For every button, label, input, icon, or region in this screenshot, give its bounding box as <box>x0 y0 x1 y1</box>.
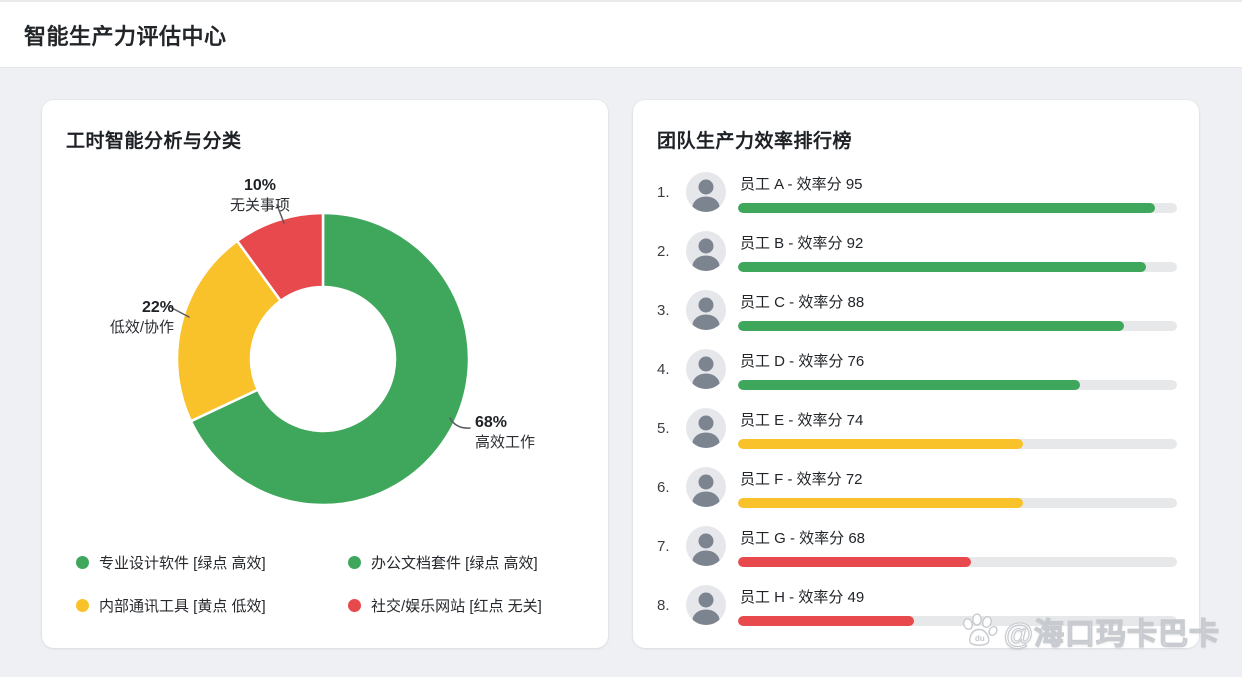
score-bar-track <box>738 439 1177 449</box>
score-bar-fill <box>738 498 1024 508</box>
donut-slice-低效/协作 <box>175 239 283 423</box>
legend-label: 社交/娱乐网站 [红点 无关] <box>371 598 542 615</box>
score-bar-fill <box>738 203 1156 213</box>
score-bar-fill <box>738 616 914 626</box>
rank-number: 3. <box>657 302 670 319</box>
donut-slice-无关事项 <box>235 211 325 303</box>
score-bar-track <box>738 380 1177 390</box>
person-icon <box>692 179 720 212</box>
person-icon <box>692 533 720 566</box>
legend-label: 内部通讯工具 [黄点 低效] <box>99 598 266 615</box>
ranking-row: 4. 员工 D - 效率分 76 <box>657 349 1177 408</box>
person-icon <box>692 297 720 330</box>
card-efficiency-ranking: 团队生产力效率排行榜 1. 员工 A - 效率分 95 2. 员工 B - 效率分 9… <box>633 100 1199 648</box>
legend-item: 专业设计软件 [绿点 高效] <box>76 552 348 573</box>
legend-item: 内部通讯工具 [黄点 低效] <box>76 595 348 616</box>
card-title-work-analysis: 工时智能分析与分类 <box>66 131 242 152</box>
ranking-row: 1. 员工 A - 效率分 95 <box>657 172 1177 231</box>
rank-number: 5. <box>657 420 670 437</box>
score-bar-fill <box>738 262 1147 272</box>
person-icon <box>692 415 720 448</box>
score-bar-fill <box>738 439 1024 449</box>
legend-dot-icon <box>348 556 361 569</box>
employee-score-label: 员工 H - 效率分 49 <box>740 589 865 606</box>
rank-number: 8. <box>657 597 670 614</box>
donut-label-inefficient-pct: 22% <box>141 299 174 316</box>
score-bar-fill <box>738 321 1125 331</box>
score-bar-track <box>738 616 1177 626</box>
avatar <box>686 467 726 507</box>
avatar <box>686 290 726 330</box>
ranking-row: 6. 员工 F - 效率分 72 <box>657 467 1177 526</box>
rank-number: 7. <box>657 538 670 555</box>
avatar <box>686 585 726 625</box>
employee-score-label: 员工 G - 效率分 68 <box>740 530 866 547</box>
donut-label-irrelevant: 10% 无关事项 <box>205 176 315 216</box>
donut-label-inefficient: 22% 低效/协作 <box>62 298 174 338</box>
legend-item: 办公文档套件 [绿点 高效] <box>348 552 588 573</box>
ranking-row: 8. 员工 H - 效率分 49 <box>657 585 1177 644</box>
ranking-row: 5. 员工 E - 效率分 74 <box>657 408 1177 467</box>
avatar <box>686 172 726 212</box>
legend-label: 办公文档套件 [绿点 高效] <box>371 555 538 572</box>
donut-label-efficient-pct: 68% <box>475 414 508 431</box>
legend-label: 专业设计软件 [绿点 高效] <box>99 555 266 572</box>
ranking-row: 2. 员工 B - 效率分 92 <box>657 231 1177 290</box>
ranking-row: 3. 员工 C - 效率分 88 <box>657 290 1177 349</box>
person-icon <box>692 592 720 625</box>
score-bar-fill <box>738 380 1081 390</box>
person-icon <box>692 474 720 507</box>
page-title: 智能生产力评估中心 <box>24 23 227 49</box>
donut-slice-高效工作 <box>189 211 471 507</box>
donut-label-irrelevant-name: 无关事项 <box>229 197 290 214</box>
ranking-row: 7. 员工 G - 效率分 68 <box>657 526 1177 585</box>
ranking-list: 1. 员工 A - 效率分 95 2. 员工 B - 效率分 92 3. 员工 C - 效… <box>657 172 1177 644</box>
employee-score-label: 员工 B - 效率分 92 <box>740 235 864 252</box>
donut-chart <box>175 211 471 507</box>
avatar <box>686 526 726 566</box>
legend-dot-icon <box>76 599 89 612</box>
app-header: 智能生产力评估中心 <box>0 0 1242 68</box>
employee-score-label: 员工 E - 效率分 74 <box>740 412 864 429</box>
score-bar-fill <box>738 557 971 567</box>
legend-item: 社交/娱乐网站 [红点 无关] <box>348 595 588 616</box>
legend-dot-icon <box>76 556 89 569</box>
person-icon <box>692 238 720 271</box>
score-bar-track <box>738 262 1177 272</box>
legend-dot-icon <box>348 599 361 612</box>
donut-label-inefficient-name: 低效/协作 <box>109 319 174 336</box>
person-icon <box>692 356 720 389</box>
donut-label-efficient: 68% 高效工作 <box>475 413 535 453</box>
rank-number: 6. <box>657 479 670 496</box>
avatar <box>686 231 726 271</box>
score-bar-track <box>738 557 1177 567</box>
card-title-efficiency-ranking: 团队生产力效率排行榜 <box>657 131 853 152</box>
employee-score-label: 员工 F - 效率分 72 <box>740 471 863 488</box>
score-bar-track <box>738 321 1177 331</box>
score-bar-track <box>738 203 1177 213</box>
donut-label-irrelevant-pct: 10% <box>243 177 277 194</box>
rank-number: 4. <box>657 361 670 378</box>
rank-number: 2. <box>657 243 670 260</box>
avatar <box>686 408 726 448</box>
employee-score-label: 员工 C - 效率分 88 <box>740 294 865 311</box>
employee-score-label: 员工 A - 效率分 95 <box>740 176 863 193</box>
avatar <box>686 349 726 389</box>
employee-score-label: 员工 D - 效率分 76 <box>740 353 865 370</box>
card-work-analysis: 工时智能分析与分类 10% 无关事项 22% 低效/协作 68% 高效工作 专业… <box>42 100 608 648</box>
rank-number: 1. <box>657 184 670 201</box>
donut-label-efficient-name: 高效工作 <box>475 434 536 451</box>
donut-legend: 专业设计软件 [绿点 高效] 办公文档套件 [绿点 高效] 内部通讯工具 [黄点 低… <box>76 552 588 616</box>
score-bar-track <box>738 498 1177 508</box>
